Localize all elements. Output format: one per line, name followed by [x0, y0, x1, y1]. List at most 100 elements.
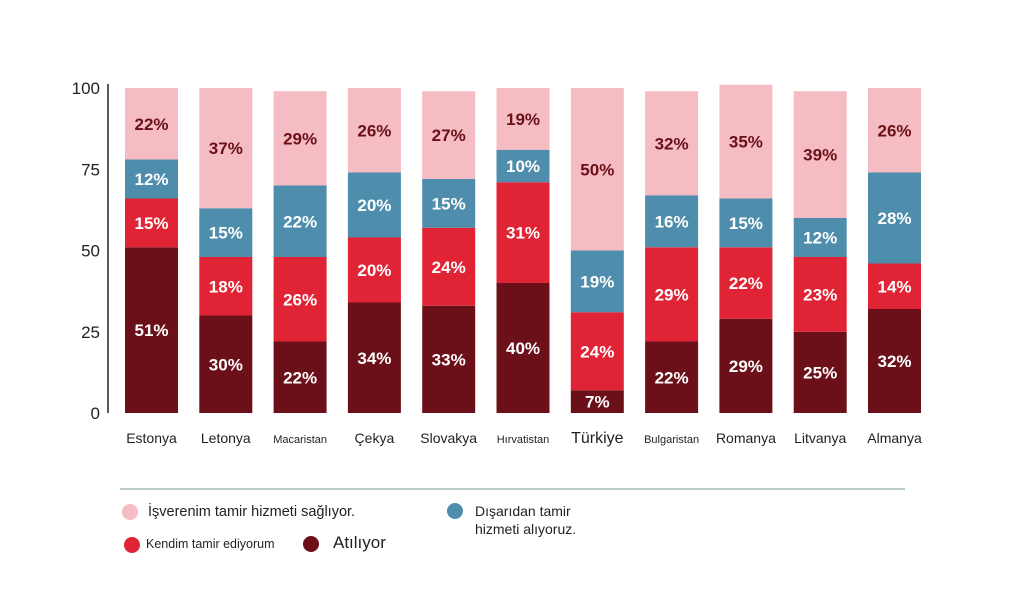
legend-outside-line1: Dışarıdan tamir — [475, 503, 571, 519]
data-label: 24% — [580, 342, 614, 361]
data-label: 16% — [655, 212, 689, 231]
bar-segment — [347, 172, 401, 238]
bar-segment — [570, 88, 624, 251]
bar-segment — [793, 257, 847, 332]
data-label: 30% — [209, 355, 243, 374]
legend-dot-self — [124, 537, 140, 553]
x-tick-label: Letonya — [201, 430, 251, 446]
bar-segment — [125, 88, 178, 160]
data-label: 31% — [506, 224, 540, 243]
bar-segment — [719, 84, 773, 199]
bar-segment — [793, 91, 847, 218]
bar-segment — [273, 91, 327, 186]
bar-segment — [125, 247, 178, 413]
data-label: 15% — [432, 194, 466, 213]
x-tick-label: Romanya — [716, 430, 776, 446]
y-tick-label: 25 — [81, 323, 100, 342]
bar-segment — [125, 159, 178, 199]
bar-segment — [719, 247, 773, 319]
bar-segment — [347, 237, 401, 303]
bar-group: 30% 18% 15% 37% — [199, 88, 253, 413]
legend-self: Kendim tamir ediyorum — [146, 537, 275, 551]
y-tick-label: 75 — [81, 160, 100, 179]
data-label: 35% — [729, 133, 763, 152]
bar-segment — [422, 227, 476, 306]
bar-segment — [868, 309, 921, 413]
data-label: 33% — [432, 350, 466, 369]
bar-segment — [273, 185, 327, 257]
bar-segment — [496, 88, 550, 150]
bar-segment — [719, 318, 773, 413]
bar-segment — [199, 257, 253, 316]
legend-employer: İşverenim tamir hizmeti sağlıyor. — [148, 504, 356, 520]
x-tick-label: Çekya — [355, 430, 395, 446]
x-tick-label: Bulgaristan — [644, 434, 699, 446]
bar-segment — [645, 195, 699, 248]
data-label: 40% — [506, 339, 540, 358]
data-label: 26% — [357, 121, 391, 140]
bar-segment — [496, 149, 550, 183]
y-tick-label: 100 — [72, 79, 100, 98]
bar-segment — [273, 341, 327, 413]
x-tick-label: Türkiye — [571, 430, 624, 447]
x-tick-label: Litvanya — [794, 430, 846, 446]
bar-segment — [645, 247, 699, 342]
data-label: 15% — [134, 214, 168, 233]
legend-dot-employer — [122, 504, 138, 520]
bar-segment — [645, 91, 699, 196]
x-tick-label: Macaristan — [273, 434, 327, 446]
data-label: 29% — [729, 357, 763, 376]
data-label: 18% — [209, 277, 243, 296]
data-label: 12% — [803, 229, 837, 248]
data-label: 27% — [432, 126, 466, 145]
x-tick-label: Almanya — [867, 430, 922, 446]
bar-group: 51% 15% 12% 22% — [125, 88, 178, 413]
legend-outside-line2: hizmeti alıyoruz. — [475, 521, 577, 537]
bar-segment — [199, 88, 253, 209]
data-label: 50% — [580, 160, 614, 179]
data-label: 32% — [877, 352, 911, 371]
data-label: 29% — [655, 285, 689, 304]
bar-segment — [719, 198, 773, 248]
data-label: 15% — [209, 224, 243, 243]
bar-segment — [645, 341, 699, 413]
bar-group: 33% 24% 15% 27% — [422, 91, 476, 413]
legend-dot-outside — [447, 503, 463, 519]
data-label: 22% — [729, 274, 763, 293]
legend-discarded: Atılıyor — [333, 533, 386, 552]
bar-segment — [570, 312, 624, 391]
legend-dot-discarded — [303, 536, 319, 552]
data-label: 37% — [209, 139, 243, 158]
bar-segment — [570, 250, 624, 313]
bar-segment — [868, 263, 921, 309]
bar-group: 32% 14% 28% 26% — [868, 88, 921, 413]
bar-segment — [422, 305, 476, 413]
bar-segment — [125, 198, 178, 248]
data-label: 25% — [803, 363, 837, 382]
data-label: 28% — [877, 209, 911, 228]
data-label: 12% — [134, 170, 168, 189]
bar-group: 22% 26% 22% 29% — [273, 91, 327, 413]
x-tick-label: Slovakya — [420, 430, 477, 446]
x-tick-label: Estonya — [126, 430, 177, 446]
bar-segment — [347, 88, 401, 173]
y-tick-label: 0 — [91, 404, 100, 423]
bar-segment — [422, 91, 476, 179]
data-label: 14% — [877, 277, 911, 296]
data-label: 22% — [283, 368, 317, 387]
data-label: 15% — [729, 214, 763, 233]
data-label: 22% — [283, 212, 317, 231]
bar-segment — [347, 302, 401, 413]
bar-group: 29% 22% 15% 35% — [719, 84, 773, 413]
y-tick-label: 50 — [81, 242, 100, 261]
bar-segment — [793, 218, 847, 257]
data-label: 26% — [283, 290, 317, 309]
bar-segment — [199, 208, 253, 257]
bar-segment — [868, 172, 921, 264]
bar-group: 7% 24% 19% 50% — [570, 88, 624, 413]
data-label: 23% — [803, 285, 837, 304]
bar-segment — [793, 331, 847, 413]
bar-segment — [570, 390, 624, 413]
data-label: 22% — [134, 115, 168, 134]
